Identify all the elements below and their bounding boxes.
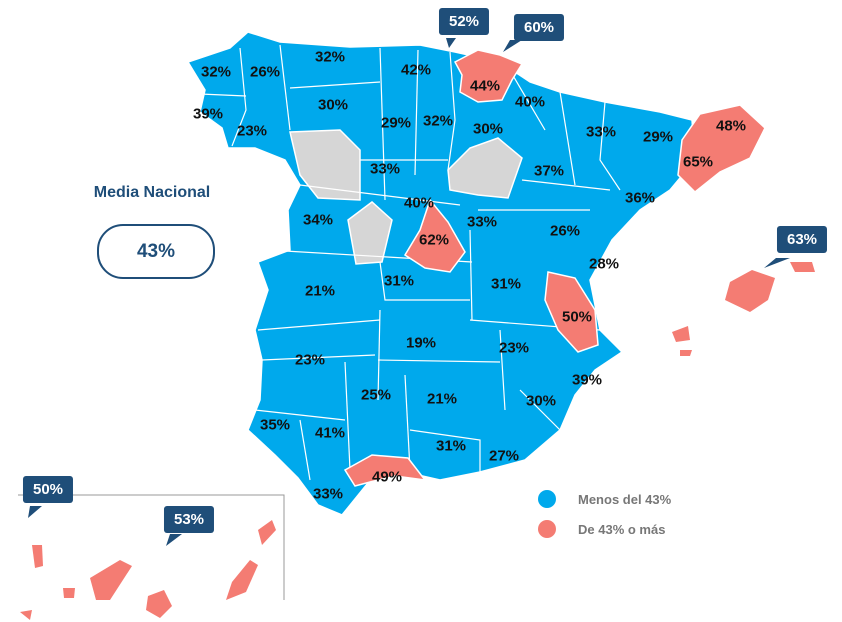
region-malaga <box>343 454 427 487</box>
callout-pointer-52 <box>446 38 456 48</box>
label-toledo: 31% <box>383 272 415 290</box>
label-asturias: 32% <box>314 48 346 66</box>
label-a-coruna: 32% <box>200 63 232 81</box>
label-valencia: 50% <box>561 308 593 326</box>
label-cordoba: 25% <box>360 386 392 404</box>
label-jaen: 21% <box>426 390 458 408</box>
media-nacional-title: Media Nacional <box>93 184 211 201</box>
region-madrid <box>403 198 466 273</box>
label-badajoz: 23% <box>294 351 326 369</box>
label-alava: 44% <box>469 77 501 95</box>
label-girona: 48% <box>715 117 747 135</box>
media-nacional-value: 43% <box>97 224 215 279</box>
label-granada: 31% <box>435 437 467 455</box>
island-hierro <box>20 610 32 620</box>
label-lleida: 29% <box>642 128 674 146</box>
nodata-region-center <box>447 137 523 199</box>
label-tarragona: 36% <box>624 189 656 207</box>
nodata-region-west <box>289 129 361 201</box>
callout-50-canary: 50% <box>22 476 74 503</box>
callout-pointer-50-canary <box>28 506 42 518</box>
legend-above-label: De 43% o más <box>578 521 666 537</box>
label-burgos: 32% <box>422 112 454 130</box>
callout-pointer-60 <box>503 40 522 52</box>
label-pontevedra: 39% <box>192 105 224 123</box>
legend-above-dot <box>538 520 556 538</box>
island-gran-canaria <box>146 590 172 618</box>
island-ibiza <box>672 326 690 342</box>
legend-above: De 43% o más <box>538 520 665 538</box>
label-leon: 30% <box>317 96 349 114</box>
canary-inset-frame <box>18 494 285 600</box>
label-palencia: 29% <box>380 114 412 132</box>
label-guadalajara: 33% <box>466 213 498 231</box>
label-sevilla: 41% <box>314 424 346 442</box>
label-castellon: 28% <box>588 255 620 273</box>
label-segovia: 40% <box>403 194 435 212</box>
island-menorca <box>790 262 815 272</box>
label-almeria: 27% <box>488 447 520 465</box>
label-madrid: 62% <box>418 231 450 249</box>
callout-60: 60% <box>513 14 565 41</box>
legend-below: Menos del 43% <box>538 490 671 508</box>
region-valencia <box>544 271 599 353</box>
label-valladolid: 33% <box>369 160 401 178</box>
callout-52: 52% <box>438 8 490 35</box>
label-ciudad-real: 19% <box>405 334 437 352</box>
label-salamanca: 34% <box>302 211 334 229</box>
island-lanzarote <box>258 520 276 545</box>
province-borders <box>199 44 621 481</box>
region-catalonia <box>677 104 766 194</box>
label-teruel: 26% <box>549 222 581 240</box>
label-huesca: 33% <box>585 123 617 141</box>
island-mallorca <box>725 270 775 312</box>
label-lugo: 26% <box>249 63 281 81</box>
label-albacete: 23% <box>498 339 530 357</box>
island-gomera <box>63 588 75 598</box>
island-fuerteventura <box>226 560 258 600</box>
region-basque <box>453 49 524 103</box>
legend-below-dot <box>538 490 556 508</box>
label-barcelona: 65% <box>682 153 714 171</box>
island-la-palma <box>32 545 43 568</box>
label-navarra: 40% <box>514 93 546 111</box>
label-cuenca: 31% <box>490 275 522 293</box>
label-ourense: 23% <box>236 122 268 140</box>
label-alicante: 39% <box>571 371 603 389</box>
island-formentera <box>680 350 692 356</box>
callout-63: 63% <box>776 226 828 253</box>
label-huelva: 35% <box>259 416 291 434</box>
nodata-region-south <box>347 201 393 265</box>
island-tenerife <box>90 560 132 600</box>
label-zaragoza: 37% <box>533 162 565 180</box>
callout-pointer-53 <box>166 534 182 546</box>
label-caceres: 21% <box>304 282 336 300</box>
callout-pointer-63 <box>764 258 790 268</box>
label-cadiz: 33% <box>312 485 344 503</box>
label-la-rioja: 30% <box>472 120 504 138</box>
label-murcia: 30% <box>525 392 557 410</box>
callout-53: 53% <box>163 506 215 533</box>
legend-below-label: Menos del 43% <box>578 491 672 507</box>
label-malaga: 49% <box>371 468 403 486</box>
label-cantabria: 42% <box>400 61 432 79</box>
